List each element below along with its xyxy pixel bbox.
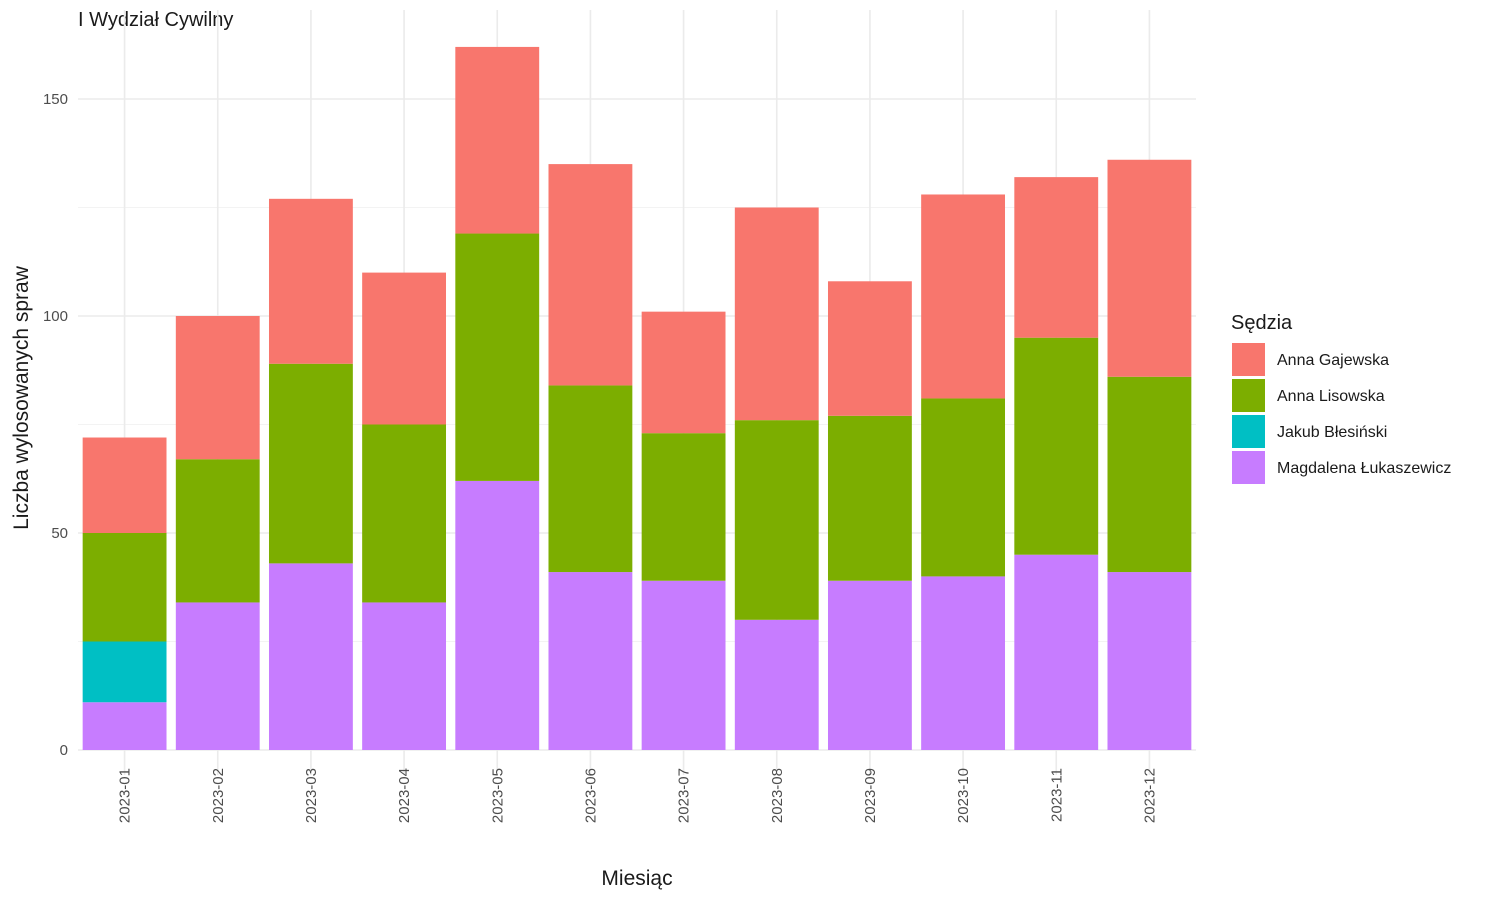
bar-anna-gajewska-2023-01	[82, 437, 167, 533]
bar-magdalena-ukaszewicz-2023-06	[548, 572, 633, 750]
bar-anna-lisowska-2023-06	[548, 385, 633, 573]
bar-magdalena-ukaszewicz-2023-04	[362, 602, 447, 750]
legend-swatch	[1232, 379, 1265, 412]
bar-magdalena-ukaszewicz-2023-08	[734, 619, 819, 750]
bar-magdalena-ukaszewicz-2023-09	[827, 580, 912, 750]
bar-anna-lisowska-2023-12	[1107, 376, 1192, 573]
x-tick-label: 2023-03	[303, 768, 320, 823]
bar-anna-lisowska-2023-01	[82, 533, 167, 642]
bar-magdalena-ukaszewicz-2023-05	[455, 480, 540, 750]
bar-anna-lisowska-2023-02	[175, 459, 260, 603]
legend-label: Magdalena Łukaszewicz	[1277, 460, 1451, 477]
x-tick-label: 2023-11	[1048, 768, 1065, 822]
legend-label: Jakub Błesiński	[1277, 424, 1387, 441]
bar-anna-gajewska-2023-06	[548, 164, 633, 386]
bar-anna-gajewska-2023-10	[921, 194, 1006, 399]
bar-anna-gajewska-2023-12	[1107, 159, 1192, 377]
bar-magdalena-ukaszewicz-2023-10	[921, 576, 1006, 750]
legend: Sędzia Anna Gajewska Anna Lisowska Jakub B…	[1231, 312, 1451, 484]
bar-anna-gajewska-2023-02	[175, 316, 260, 460]
legend-swatch	[1232, 415, 1265, 448]
x-tick-label: 2023-04	[396, 768, 413, 823]
legend-swatch	[1232, 343, 1265, 376]
x-tick-label: 2023-05	[489, 768, 506, 823]
bar-magdalena-ukaszewicz-2023-01	[82, 702, 167, 750]
bar-anna-lisowska-2023-09	[827, 415, 912, 581]
bar-anna-gajewska-2023-09	[827, 281, 912, 416]
x-tick-label: 2023-10	[955, 768, 972, 823]
bar-anna-lisowska-2023-08	[734, 420, 819, 620]
x-tick-label: 2023-12	[1141, 768, 1158, 823]
bar-anna-lisowska-2023-04	[362, 424, 447, 603]
bar-magdalena-ukaszewicz-2023-03	[268, 563, 353, 750]
legend-title: Sędzia	[1231, 312, 1293, 334]
x-tick-label: 2023-07	[676, 768, 693, 823]
bar-jakub-b-esi-ski-2023-01	[82, 641, 167, 703]
bar-anna-lisowska-2023-05	[455, 233, 540, 481]
legend-label: Anna Lisowska	[1277, 388, 1385, 405]
bar-magdalena-ukaszewicz-2023-07	[641, 580, 726, 750]
bar-anna-gajewska-2023-11	[1014, 177, 1099, 338]
legend-swatch	[1232, 451, 1265, 484]
x-tick-label: 2023-06	[582, 768, 599, 823]
bar-anna-gajewska-2023-07	[641, 311, 726, 434]
chart-title: I Wydział Cywilny	[78, 9, 233, 31]
bar-anna-gajewska-2023-08	[734, 207, 819, 421]
bar-magdalena-ukaszewicz-2023-02	[175, 602, 260, 750]
bars	[82, 46, 1192, 750]
x-axis-ticks: 2023-01 2023-02 2023-03 2023-04 2023-05 2023-…	[117, 768, 1159, 823]
bar-anna-gajewska-2023-04	[362, 272, 447, 425]
bar-anna-gajewska-2023-05	[455, 46, 540, 234]
bar-magdalena-ukaszewicz-2023-12	[1107, 572, 1192, 750]
bar-anna-lisowska-2023-10	[921, 398, 1006, 577]
y-axis-title: Liczba wylosowanych spraw	[10, 265, 33, 530]
x-axis-title: Miesiąc	[601, 867, 672, 890]
y-axis-ticks: 0 50 100 150	[43, 91, 68, 759]
y-tick-label: 0	[60, 742, 68, 759]
legend-label: Anna Gajewska	[1277, 352, 1389, 369]
x-tick-label: 2023-09	[862, 768, 879, 823]
x-tick-label: 2023-01	[117, 768, 134, 823]
x-tick-label: 2023-02	[210, 768, 227, 823]
bar-anna-lisowska-2023-03	[268, 363, 353, 564]
y-tick-label: 100	[43, 308, 68, 325]
bar-magdalena-ukaszewicz-2023-11	[1014, 554, 1099, 750]
y-tick-label: 50	[51, 525, 68, 542]
y-tick-label: 150	[43, 91, 68, 108]
bar-anna-gajewska-2023-03	[268, 198, 353, 364]
x-tick-label: 2023-08	[769, 768, 786, 823]
bar-anna-lisowska-2023-07	[641, 433, 726, 581]
bar-anna-lisowska-2023-11	[1014, 337, 1099, 555]
